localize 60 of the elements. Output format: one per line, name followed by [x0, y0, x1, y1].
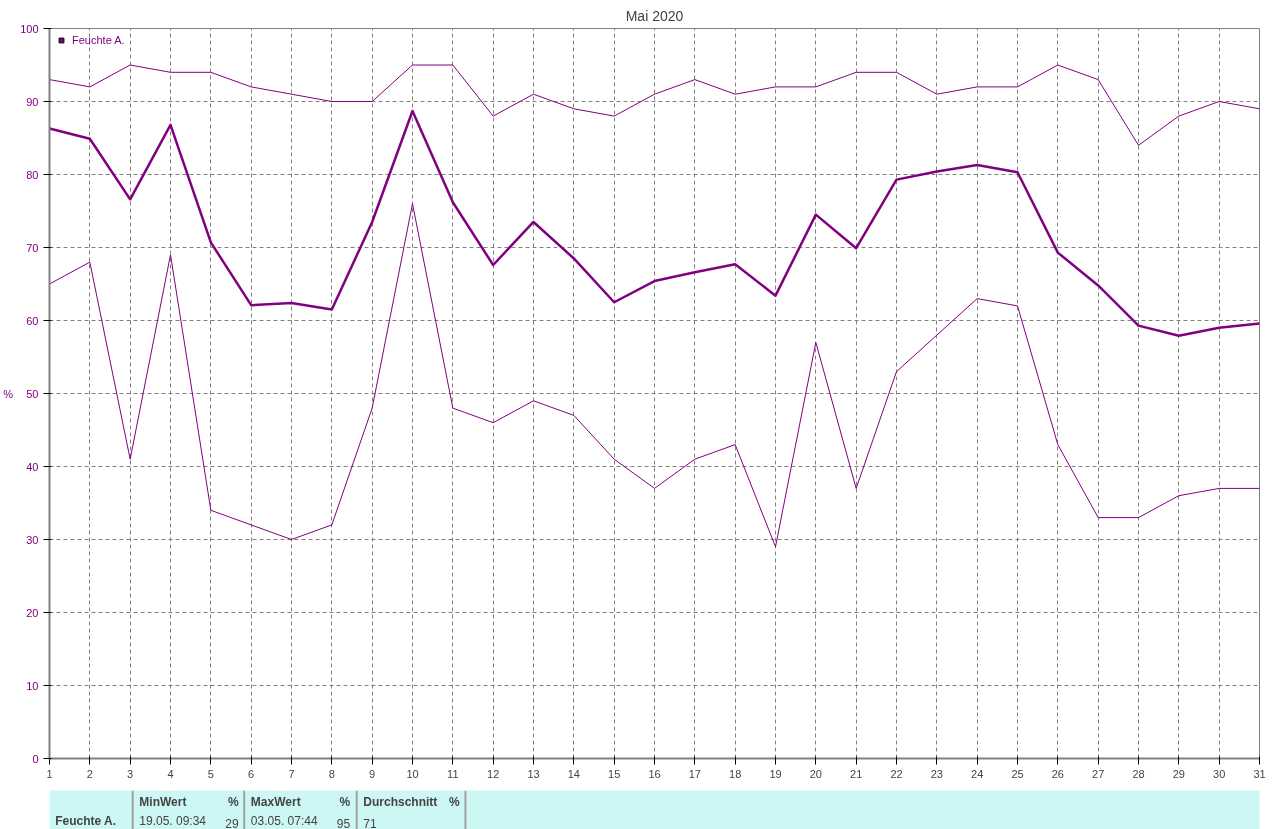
- x-tick-label: 1: [46, 767, 53, 780]
- x-tick-label: 3: [127, 767, 134, 780]
- y-tick-label: 60: [26, 314, 39, 327]
- x-tick-label: 24: [971, 767, 984, 780]
- y-tick-label: 30: [26, 533, 39, 546]
- x-tick-label: 29: [1172, 767, 1185, 780]
- text: %: [339, 794, 351, 809]
- x-tick-label: 16: [648, 767, 661, 780]
- x-tick-label: 22: [890, 767, 903, 780]
- y-tick-label: 50: [26, 387, 39, 400]
- x-tick-label: 11: [447, 767, 459, 780]
- x-tick-label: 10: [406, 767, 419, 780]
- x-tick-label: 2: [86, 767, 93, 780]
- x-tick-label: 19: [769, 767, 782, 780]
- text: 19.05. 09:34: [139, 813, 207, 828]
- text: MaxWert: [250, 794, 301, 809]
- x-tick-label: 8: [328, 767, 335, 780]
- x-tick-label: 6: [248, 767, 255, 780]
- y-tick-label: 0: [32, 752, 39, 765]
- text: Durchschnitt: [363, 794, 438, 809]
- text: %: [449, 794, 461, 809]
- x-tick-label: 13: [527, 767, 540, 780]
- x-tick-label: 20: [809, 767, 822, 780]
- x-tick-label: 23: [930, 767, 943, 780]
- y-tick-label: 100: [20, 22, 39, 35]
- x-tick-label: 9: [369, 767, 376, 780]
- y-tick-label: 80: [26, 168, 39, 181]
- x-tick-label: 5: [207, 767, 214, 780]
- x-tick-label: 27: [1092, 767, 1105, 780]
- text: 95: [336, 816, 351, 829]
- text: 71: [363, 816, 378, 829]
- x-tick-label: 28: [1132, 767, 1145, 780]
- y-axis-title: %: [3, 387, 14, 400]
- x-tick-label: 26: [1051, 767, 1064, 780]
- x-tick-label: 7: [288, 767, 295, 780]
- x-tick-label: 14: [567, 767, 580, 780]
- legend-label: Feuchte A.: [72, 34, 125, 46]
- line-series: [49, 64, 1260, 146]
- line-series: [49, 109, 1260, 338]
- y-tick-label: 10: [26, 679, 39, 692]
- x-tick-label: 30: [1213, 767, 1226, 780]
- y-tick-label: 40: [26, 460, 39, 473]
- y-tick-label: 20: [26, 606, 39, 619]
- text: %: [227, 794, 239, 809]
- y-tick-label: 90: [26, 95, 39, 108]
- x-tick-label: 15: [608, 767, 621, 780]
- x-tick-label: 4: [167, 767, 174, 780]
- text: 03.05. 07:44: [250, 813, 318, 828]
- chart-title: Mai 2020: [625, 7, 684, 24]
- x-tick-label: 18: [729, 767, 742, 780]
- x-tick-label: 12: [487, 767, 500, 780]
- y-tick-label: 70: [26, 241, 39, 254]
- text: Feuchte A.: [55, 813, 117, 828]
- text: MinWert: [139, 794, 187, 809]
- x-tick-label: 31: [1253, 767, 1266, 780]
- text: 29: [225, 816, 239, 829]
- x-tick-label: 17: [688, 767, 701, 780]
- line-series: [49, 203, 1260, 548]
- x-tick-label: 25: [1011, 767, 1024, 780]
- x-tick-label: 21: [850, 767, 863, 780]
